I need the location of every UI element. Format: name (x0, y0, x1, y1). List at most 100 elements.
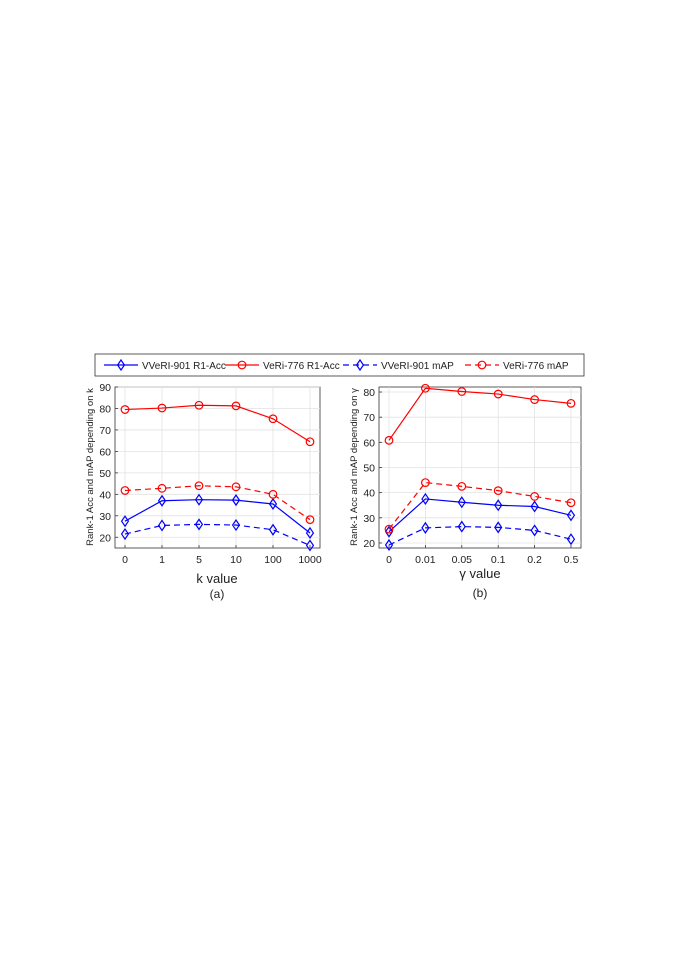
y-axis-label-b: Rank-1 Acc and mAP depending on γ (349, 388, 360, 546)
series-vveri-901-map (384, 520, 576, 552)
y-tick-label: 50 (99, 468, 111, 480)
legend-marker (355, 358, 365, 372)
legend-marker (116, 358, 126, 372)
series-vveri-901-r1-acc (384, 492, 576, 538)
data-point (457, 520, 466, 533)
legend-entry: VVeRI-901 R1-Acc (104, 358, 226, 372)
legend-entry: VeRi-776 R1-Acc (225, 360, 340, 372)
data-point (194, 493, 204, 506)
data-point (384, 435, 394, 445)
data-point (384, 538, 394, 552)
data-point (384, 524, 394, 534)
legend-label: VeRi-776 mAP (503, 361, 569, 372)
chart-panel-a: 20 30 40 50 60 70 80 90 0 1 5 10 100 1000 k value (a)… (85, 382, 322, 601)
y-tick-label: 20 (99, 532, 111, 544)
legend-entry: VeRi-776 mAP (465, 360, 569, 372)
legend-label: VVeRI-901 R1-Acc (142, 361, 226, 372)
y-tick-label: 80 (99, 403, 111, 415)
x-tick-label: 1000 (298, 554, 322, 566)
series-line (388, 526, 572, 546)
x-tick-label: 10 (230, 554, 242, 566)
data-point (457, 387, 467, 396)
legend-entry: VVeRI-901 mAP (343, 358, 454, 372)
data-point (194, 518, 204, 531)
data-point (305, 515, 315, 525)
data-point (494, 499, 503, 512)
data-point (157, 494, 167, 507)
data-point (268, 414, 278, 424)
y-tick-label: 60 (363, 437, 375, 449)
data-point (530, 395, 539, 404)
series-line (388, 481, 572, 530)
legend-box (94, 353, 585, 377)
data-point (157, 483, 167, 493)
x-tick-label: 5 (196, 554, 202, 566)
data-point (566, 498, 576, 508)
series-vveri-901-map (120, 518, 315, 552)
data-point (457, 496, 466, 509)
data-point (494, 521, 503, 534)
data-point (120, 486, 130, 495)
x-axis-label-b: γ value (459, 566, 500, 581)
series-veri-776-map (120, 481, 315, 525)
data-point (305, 437, 315, 447)
data-point (566, 533, 576, 546)
x-tick-label: 100 (264, 554, 282, 566)
legend-marker (477, 360, 487, 370)
data-point (457, 481, 467, 491)
data-point (157, 403, 167, 413)
y-axis-label-a: Rank-1 Acc and mAP depending on k (85, 388, 96, 546)
series-veri-776-r1-acc (120, 400, 315, 447)
data-point (194, 400, 204, 410)
legend-marker (237, 360, 247, 370)
series-line (124, 523, 311, 546)
data-point (421, 478, 430, 487)
legend-label: VVeRI-901 mAP (381, 361, 454, 372)
series-line (388, 387, 572, 441)
legend-label: VeRi-776 R1-Acc (263, 361, 340, 372)
data-point (231, 401, 241, 411)
y-tick-label: 30 (363, 513, 375, 525)
caption-a: (a) (210, 587, 225, 601)
y-tick-label: 20 (363, 538, 375, 550)
data-point (268, 489, 278, 499)
caption-b: (b) (473, 586, 488, 600)
data-point (268, 523, 278, 536)
data-point (493, 389, 503, 399)
plot-area-a (114, 386, 321, 549)
y-tick-label: 90 (99, 382, 111, 394)
x-tick-label: 0 (386, 554, 392, 566)
legend: VVeRI-901 R1-Acc VeRi-776 R1-Acc VVeRI-901… (94, 353, 585, 377)
data-point (157, 519, 167, 532)
data-point (530, 492, 539, 501)
data-point (566, 398, 576, 408)
series-veri-776-map (384, 478, 576, 534)
series-line (388, 498, 572, 533)
series-vveri-901-r1-acc (120, 493, 315, 540)
data-point (421, 492, 430, 506)
data-point (231, 494, 241, 507)
series-line (124, 499, 311, 534)
y-tick-label: 60 (99, 446, 111, 458)
chart-panel-b: 20 30 40 50 60 70 80 0 0.01 0.05 0.1 0.2 0.5 γ value… (349, 383, 582, 600)
x-tick-label: 0.1 (491, 554, 506, 566)
data-point (421, 521, 430, 534)
data-point (194, 481, 204, 491)
data-point (231, 518, 241, 532)
x-axis-label-a: k value (196, 571, 237, 586)
data-point (231, 482, 241, 492)
data-point (530, 524, 539, 537)
data-point (120, 515, 130, 528)
x-tick-label: 0 (122, 554, 128, 566)
data-point (566, 509, 576, 522)
series-line (124, 404, 311, 443)
x-tick-label: 1 (159, 554, 165, 566)
data-point (421, 383, 430, 393)
data-point (493, 486, 503, 496)
x-tick-label: 0.2 (527, 554, 542, 566)
data-point (268, 497, 278, 511)
y-tick-label: 70 (99, 425, 111, 437)
x-tick-label: 0.01 (415, 554, 436, 566)
y-tick-label: 30 (99, 511, 111, 523)
